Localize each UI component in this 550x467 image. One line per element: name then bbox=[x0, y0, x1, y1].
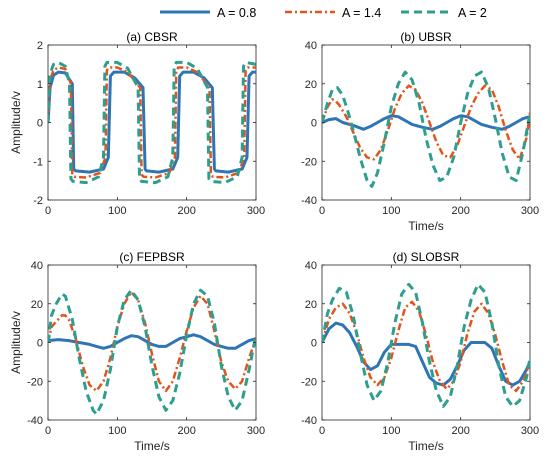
y-tick-label: 0 bbox=[311, 338, 317, 350]
x-tick-label: 200 bbox=[451, 425, 469, 437]
y-tick-label: -2 bbox=[33, 195, 43, 207]
x-tick-label: 200 bbox=[177, 425, 195, 437]
x-axis-label: Time/s bbox=[408, 219, 444, 233]
x-tick-label: 100 bbox=[382, 205, 400, 217]
y-tick-label: -20 bbox=[301, 156, 317, 168]
y-tick-label: -1 bbox=[33, 156, 43, 168]
y-axis-label: Amplitude/v bbox=[9, 91, 23, 154]
panel-c-fepbsr: 0 100 200 300 -40 -20 0 20 40 (c) FEPBSR Time/s Amp… bbox=[9, 250, 265, 453]
panel-title: (c) FEPBSR bbox=[119, 250, 185, 264]
y-tick-label: 0 bbox=[311, 118, 317, 130]
series-line-a-2 bbox=[48, 60, 256, 185]
legend-label-a-0-8: A = 0.8 bbox=[217, 6, 256, 20]
x-tick-label: 0 bbox=[45, 425, 51, 437]
series-line-a-1-4 bbox=[322, 84, 530, 161]
legend-label-a-1-4: A = 1.4 bbox=[342, 6, 381, 20]
x-tick-label: 300 bbox=[247, 205, 265, 217]
panel-title: (d) SLOBSR bbox=[393, 250, 460, 264]
x-tick-label: 200 bbox=[177, 205, 195, 217]
x-tick-label: 300 bbox=[521, 205, 539, 217]
x-tick-label: 100 bbox=[108, 425, 126, 437]
y-tick-label: 40 bbox=[31, 260, 43, 272]
series-line-a-2 bbox=[322, 282, 530, 408]
series-line-a-2 bbox=[322, 70, 530, 188]
y-tick-label: 1 bbox=[37, 79, 43, 91]
y-tick-label: -40 bbox=[301, 195, 317, 207]
panel-title: (a) CBSR bbox=[126, 30, 178, 44]
series-line-a-0-8 bbox=[48, 333, 256, 350]
series-line-a-0-8 bbox=[48, 70, 256, 174]
panel-title: (b) UBSR bbox=[400, 30, 452, 44]
y-tick-label: -40 bbox=[27, 415, 43, 427]
legend: A = 0.8 A = 1.4 A = 2 bbox=[160, 6, 487, 20]
x-axis-label: Time/s bbox=[408, 439, 444, 453]
axes-box bbox=[321, 44, 531, 201]
y-tick-label: 0 bbox=[37, 338, 43, 350]
panel-a-cbsr: 0 100 200 300 -2 -1 0 1 2 (a) CBSR Amplitude/v bbox=[9, 30, 265, 217]
x-tick-label: 200 bbox=[451, 205, 469, 217]
x-tick-label: 300 bbox=[247, 425, 265, 437]
legend-label-a-2: A = 2 bbox=[458, 6, 487, 20]
y-tick-label: 20 bbox=[305, 79, 317, 91]
y-tick-label: 20 bbox=[31, 299, 43, 311]
panel-b-ubsr: 0 100 200 300 -40 -20 0 20 40 (b) UBSR Time/s bbox=[301, 30, 539, 233]
y-axis-label: Amplitude/v bbox=[9, 311, 23, 374]
y-tick-label: 0 bbox=[37, 118, 43, 130]
y-tick-label: 20 bbox=[305, 299, 317, 311]
y-tick-label: 2 bbox=[37, 40, 43, 52]
x-tick-label: 0 bbox=[319, 425, 325, 437]
x-tick-label: 300 bbox=[521, 425, 539, 437]
panel-d-slobsr: 0 100 200 300 -40 -20 0 20 40 (d) SLOBSR Time/s bbox=[301, 250, 539, 453]
x-axis-label: Time/s bbox=[134, 439, 170, 453]
x-tick-label: 0 bbox=[45, 205, 51, 217]
y-tick-label: 40 bbox=[305, 260, 317, 272]
y-tick-label: -20 bbox=[27, 376, 43, 388]
series-line-a-2 bbox=[48, 288, 256, 416]
y-tick-label: -20 bbox=[301, 376, 317, 388]
x-tick-label: 100 bbox=[108, 205, 126, 217]
x-tick-label: 100 bbox=[382, 425, 400, 437]
y-tick-label: -40 bbox=[301, 415, 317, 427]
x-tick-label: 0 bbox=[319, 205, 325, 217]
y-tick-label: 40 bbox=[305, 40, 317, 52]
